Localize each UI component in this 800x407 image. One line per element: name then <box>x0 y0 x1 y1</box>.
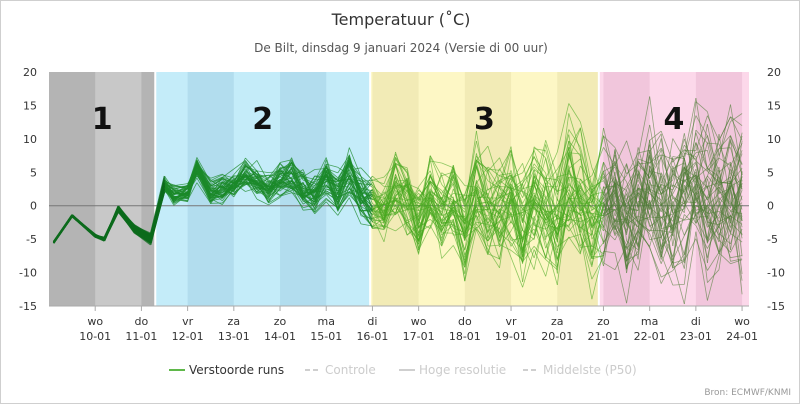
x-tick-date: 11-01 <box>125 330 157 343</box>
y-tick-label-right: 10 <box>767 133 781 146</box>
x-tick-day: ma <box>641 315 658 328</box>
x-tick-date: 15-01 <box>310 330 342 343</box>
x-tick-date: 24-01 <box>726 330 758 343</box>
legend-item: Verstoorde runs <box>189 363 284 377</box>
source-label: Bron: ECMWF/KNMI <box>704 388 791 398</box>
x-tick-day: wo <box>411 315 427 328</box>
day-shade <box>141 72 155 306</box>
legend-item: Controle <box>325 363 376 377</box>
y-tick-label-right: 0 <box>767 200 774 213</box>
y-tick-label-left: 20 <box>23 66 37 79</box>
x-tick-date: 21-01 <box>587 330 619 343</box>
y-tick-label-left: 0 <box>30 200 37 213</box>
x-tick-day: di <box>367 315 377 328</box>
chart-subtitle: De Bilt, dinsdag 9 januari 2024 (Versie … <box>254 41 548 55</box>
y-tick-label-right: -15 <box>767 300 785 313</box>
legend-item: Middelste (P50) <box>543 363 637 377</box>
x-tick-date: 12-01 <box>172 330 204 343</box>
legend: Verstoorde runs Controle Hoge resolutie Mid… <box>169 363 637 377</box>
x-tick-day: ma <box>317 315 334 328</box>
x-tick-date: 20-01 <box>541 330 573 343</box>
day-shade <box>49 72 95 306</box>
x-tick-date: 14-01 <box>264 330 296 343</box>
y-tick-label-left: 10 <box>23 133 37 146</box>
period-number: 1 <box>92 102 113 137</box>
x-tick-day: di <box>691 315 701 328</box>
y-tick-label-right: 15 <box>767 99 781 112</box>
period-number: 4 <box>663 102 684 137</box>
y-tick-label-left: -15 <box>19 300 37 313</box>
x-tick-date: 16-01 <box>356 330 388 343</box>
member-segment <box>442 202 454 203</box>
x-tick-date: 22-01 <box>634 330 666 343</box>
y-tick-label-right: -5 <box>767 233 778 246</box>
y-tick-label-left: 5 <box>30 166 37 179</box>
y-tick-label-right: -10 <box>767 267 785 280</box>
x-tick-day: zo <box>274 315 287 328</box>
x-tick-date: 18-01 <box>449 330 481 343</box>
x-tick-day: vr <box>506 315 518 328</box>
y-tick-label-left: -10 <box>19 267 37 280</box>
y-tick-label-left: 15 <box>23 99 37 112</box>
x-tick-day: wo <box>87 315 103 328</box>
chart-title: Temperatuur (˚C) <box>331 10 471 29</box>
x-tick-day: za <box>551 315 564 328</box>
x-tick-day: vr <box>182 315 194 328</box>
x-tick-day: do <box>135 315 149 328</box>
y-tick-label-left: -5 <box>26 233 37 246</box>
y-tick-label-right: 5 <box>767 166 774 179</box>
x-tick-day: do <box>458 315 472 328</box>
x-tick-day: za <box>228 315 241 328</box>
y-tick-label-right: 20 <box>767 66 781 79</box>
x-tick-date: 19-01 <box>495 330 527 343</box>
x-tick-date: 13-01 <box>218 330 250 343</box>
x-tick-day: wo <box>734 315 750 328</box>
x-tick-date: 23-01 <box>680 330 712 343</box>
x-tick-date: 17-01 <box>403 330 435 343</box>
period-number: 3 <box>474 102 495 137</box>
x-tick-date: 10-01 <box>79 330 111 343</box>
x-tick-day: zo <box>597 315 610 328</box>
period-number: 2 <box>252 102 273 137</box>
legend-item: Hoge resolutie <box>419 363 506 377</box>
